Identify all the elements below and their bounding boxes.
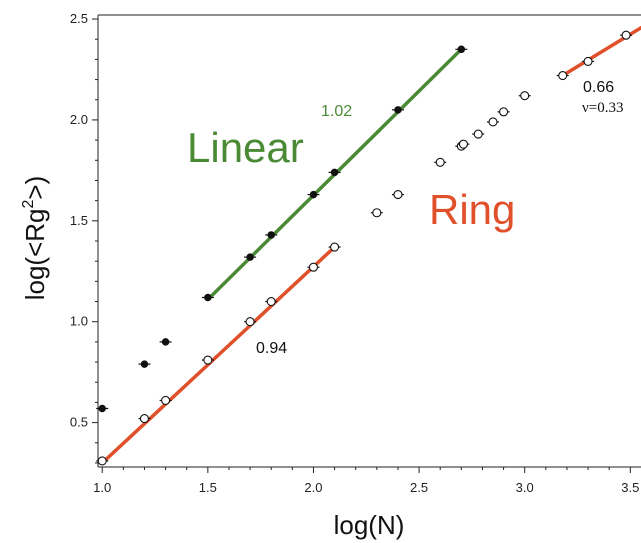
ring-data-point — [372, 208, 382, 218]
linear-data-point — [457, 45, 466, 54]
ring-data-point — [520, 91, 530, 101]
ring-data-point — [203, 355, 213, 365]
x-tick-label: 2.5 — [410, 480, 428, 495]
ring-data-point — [558, 70, 568, 81]
x-tick-label: 1.5 — [199, 480, 217, 495]
linear-data-point — [161, 338, 170, 346]
linear-series-label: Linear — [187, 124, 304, 171]
fit-lines — [101, 25, 641, 465]
x-tick-label: 1.0 — [93, 480, 111, 495]
linear-data-point — [394, 106, 402, 114]
linear-data-point — [204, 293, 212, 302]
ring-data-point — [583, 56, 593, 66]
ring-data-point — [488, 117, 498, 127]
linear-slope-label: 1.02 — [321, 103, 352, 120]
ring-data-point — [621, 30, 631, 40]
nu-label: ν=0.33 — [582, 100, 624, 116]
x-axis-title: log(N) — [334, 510, 405, 540]
y-axis-title: log(<Rg2>) — [20, 176, 50, 301]
y-tick-label: 0.5 — [70, 415, 88, 430]
linear-data-point — [140, 360, 149, 368]
ring-data-point — [139, 414, 150, 424]
ring-data-point — [245, 317, 255, 327]
ring-data-point — [393, 190, 403, 200]
ring-slope-label-large: 0.66 — [583, 79, 614, 96]
fit-line-2 — [561, 25, 641, 78]
linear-data-point — [246, 253, 254, 261]
linear-data-point — [98, 404, 106, 413]
ring-data-point — [308, 262, 319, 272]
linear-data-point — [309, 190, 318, 199]
y-tick-label: 2.0 — [70, 112, 88, 127]
ring-series-label: Ring — [429, 186, 515, 233]
ring-data-point — [97, 456, 107, 466]
linear-data-point — [330, 168, 339, 177]
data-points — [96, 30, 633, 466]
x-tick-label: 3.0 — [516, 480, 534, 495]
ring-slope-label-small: 0.94 — [256, 340, 287, 357]
ring-data-point — [499, 107, 509, 117]
linear-data-point — [267, 231, 275, 239]
ring-data-point — [266, 296, 276, 307]
ring-data-point — [330, 242, 340, 252]
x-tick-label: 3.5 — [621, 480, 639, 495]
ring-data-point — [473, 129, 483, 139]
y-tick-label: 1.5 — [70, 213, 88, 228]
axes: 1.0 1.5 2.0 2.5 3.0 3.5 0.5 1.0 1.5 2.0 2.5 — [70, 11, 641, 495]
ring-data-point — [458, 139, 468, 149]
y-tick-label: 1.0 — [70, 314, 88, 329]
ring-data-point — [161, 395, 171, 405]
fit-line-1 — [101, 245, 336, 465]
y-tick-label: 2.5 — [70, 11, 88, 26]
ring-data-point — [435, 157, 445, 167]
x-tick-label: 2.0 — [304, 480, 322, 495]
